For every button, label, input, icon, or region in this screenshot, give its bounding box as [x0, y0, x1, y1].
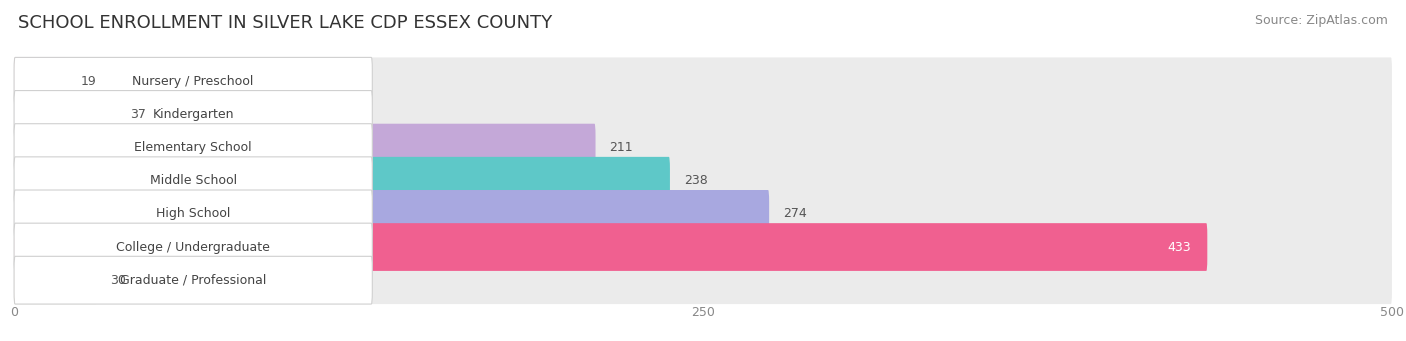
FancyBboxPatch shape [14, 157, 669, 205]
Text: 274: 274 [783, 207, 807, 220]
Text: Graduate / Professional: Graduate / Professional [120, 274, 266, 287]
FancyBboxPatch shape [14, 124, 596, 172]
FancyBboxPatch shape [14, 57, 1392, 105]
FancyBboxPatch shape [14, 223, 1208, 271]
FancyBboxPatch shape [14, 190, 1392, 238]
Text: Kindergarten: Kindergarten [152, 108, 233, 121]
Text: Source: ZipAtlas.com: Source: ZipAtlas.com [1254, 14, 1388, 27]
FancyBboxPatch shape [14, 157, 373, 205]
FancyBboxPatch shape [14, 157, 1392, 205]
FancyBboxPatch shape [14, 57, 373, 105]
Text: College / Undergraduate: College / Undergraduate [117, 240, 270, 254]
FancyBboxPatch shape [14, 190, 373, 238]
FancyBboxPatch shape [14, 256, 1392, 304]
Text: 30: 30 [111, 274, 127, 287]
Text: 433: 433 [1167, 240, 1191, 254]
FancyBboxPatch shape [14, 91, 373, 138]
FancyBboxPatch shape [14, 124, 1392, 172]
Text: 238: 238 [683, 174, 707, 187]
FancyBboxPatch shape [14, 57, 66, 105]
Text: High School: High School [156, 207, 231, 220]
FancyBboxPatch shape [14, 91, 117, 138]
FancyBboxPatch shape [14, 91, 1392, 138]
FancyBboxPatch shape [14, 223, 1392, 271]
Text: 211: 211 [609, 141, 633, 154]
Text: Nursery / Preschool: Nursery / Preschool [132, 75, 254, 88]
Text: SCHOOL ENROLLMENT IN SILVER LAKE CDP ESSEX COUNTY: SCHOOL ENROLLMENT IN SILVER LAKE CDP ESS… [18, 14, 553, 32]
FancyBboxPatch shape [14, 256, 373, 304]
FancyBboxPatch shape [14, 256, 97, 304]
FancyBboxPatch shape [14, 190, 769, 238]
FancyBboxPatch shape [14, 223, 373, 271]
Text: 37: 37 [129, 108, 146, 121]
Text: Elementary School: Elementary School [135, 141, 252, 154]
FancyBboxPatch shape [14, 124, 373, 172]
Text: Middle School: Middle School [149, 174, 236, 187]
Text: 19: 19 [80, 75, 96, 88]
